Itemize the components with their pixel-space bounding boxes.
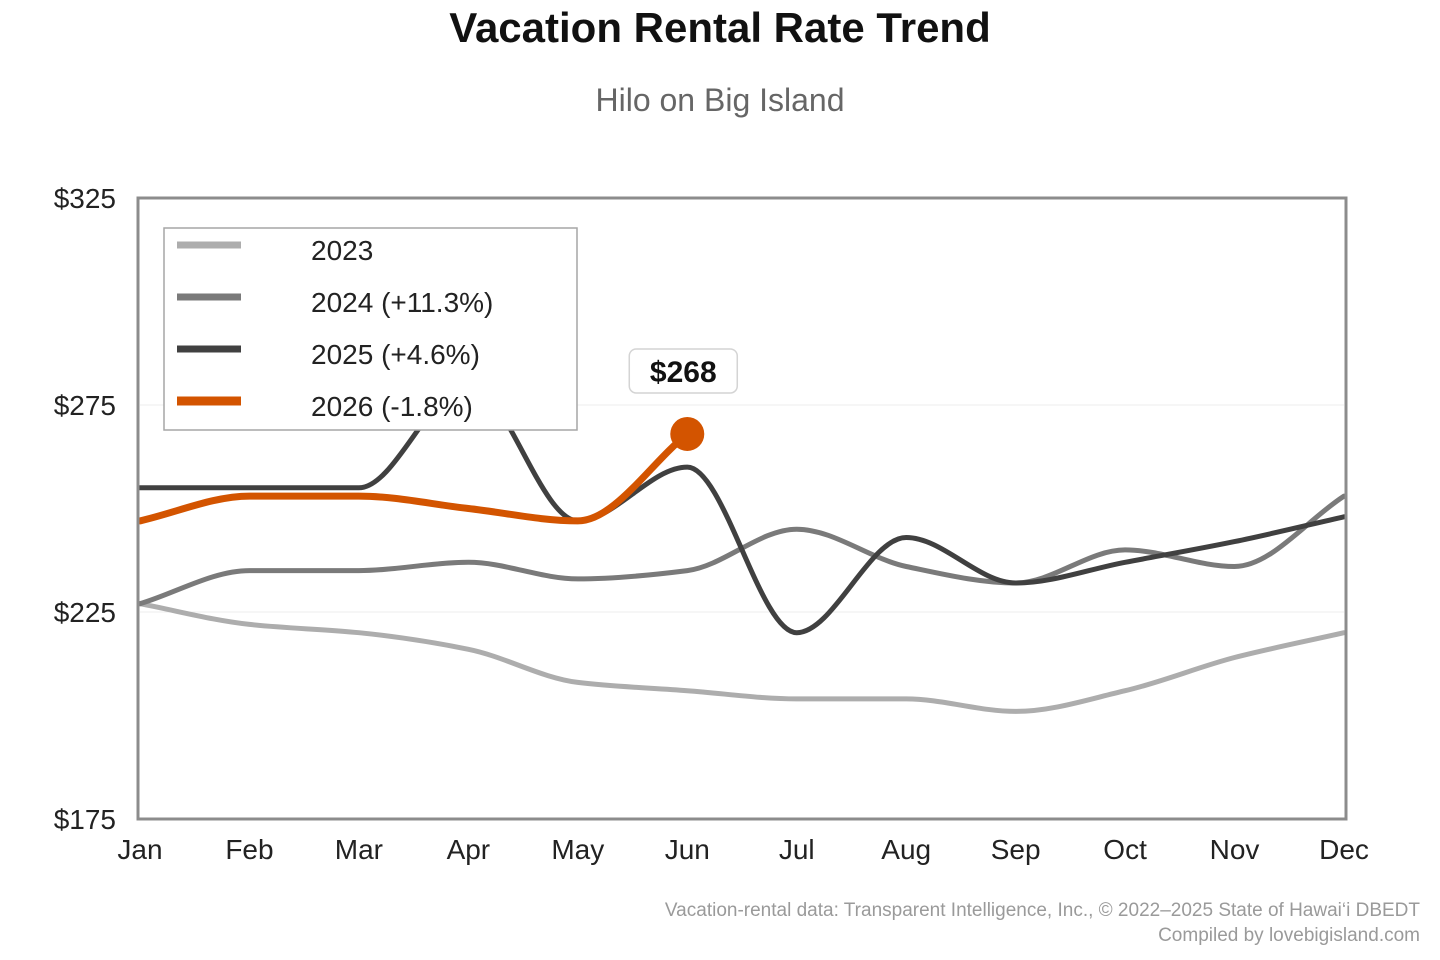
y-tick-label: $175 [54,804,116,835]
legend-label: 2024 (+11.3%) [311,287,493,318]
annotation: $268 [628,348,739,451]
source-credit: Vacation-rental data: Transparent Intell… [664,900,1420,921]
y-tick-label: $275 [54,390,116,421]
series-line-2023 [137,601,1347,714]
axis-labels: $175 $225 $275 $325 Jan Feb Mar Apr May Jun Jul Aug… [54,183,1369,865]
legend: 2023 2024 (+11.3%) 2025 (+4.6%) 2026 (-1.8%… [163,227,578,431]
legend-label: 2023 [311,235,373,266]
x-tick-label: Jan [117,834,162,865]
x-tick-label: Apr [447,834,491,865]
x-tick-label: May [551,834,604,865]
x-tick-label: Jun [665,834,710,865]
x-tick-label: Aug [881,834,931,865]
chart-title: Vacation Rental Rate Trend [449,4,991,51]
annotation-box [628,348,739,394]
series-line-2024 [137,493,1347,607]
x-tick-label: Oct [1103,834,1147,865]
x-tick-label: Nov [1210,834,1260,865]
series-lines [136,381,1347,714]
legend-label: 2026 (-1.8%) [311,391,473,422]
annotation-label: $268 [650,356,717,389]
y-tick-label: $325 [54,183,116,214]
plot-frame [136,196,1348,821]
chart-subtitle: Hilo on Big Island [595,82,845,118]
series-line-2025 [137,381,1347,636]
legend-box [163,227,578,431]
x-tick-label: Dec [1319,834,1369,865]
compiled-by-credit: Compiled by lovebigisland.com [1158,925,1420,946]
y-tick-label: $225 [54,597,116,628]
x-tick-label: Feb [225,834,273,865]
legend-label: 2025 (+4.6%) [311,339,480,370]
x-tick-label: Mar [335,834,383,865]
x-tick-label: Sep [991,834,1041,865]
latest-point-marker [670,416,705,451]
gridlines [140,404,1344,613]
series-line-2026 [136,430,691,525]
x-tick-label: Jul [779,834,815,865]
